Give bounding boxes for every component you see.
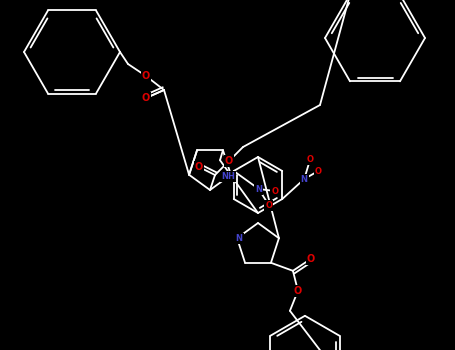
Text: O: O	[307, 154, 314, 163]
Text: N: N	[301, 175, 308, 183]
Text: O: O	[142, 93, 150, 103]
Text: NH: NH	[221, 172, 235, 181]
Text: N: N	[236, 234, 243, 243]
Text: N: N	[255, 184, 262, 194]
Text: O: O	[142, 71, 150, 81]
Text: O: O	[271, 187, 278, 196]
Text: O: O	[195, 162, 203, 172]
Text: O: O	[265, 201, 272, 210]
Text: O: O	[307, 254, 315, 264]
Text: O: O	[294, 286, 302, 296]
Text: O: O	[225, 156, 233, 166]
Text: O: O	[315, 167, 322, 175]
